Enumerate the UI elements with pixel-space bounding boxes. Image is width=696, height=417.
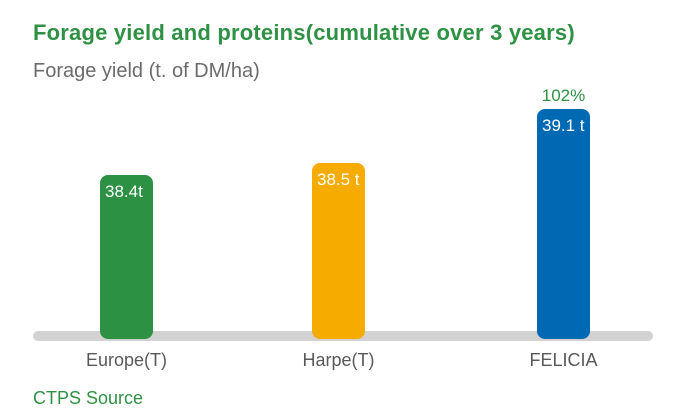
- bar-value-label-europe: 38.4t: [105, 182, 143, 201]
- bar-annotation-percent: 102%: [541, 86, 586, 105]
- chart-subtitle: Forage yield (t. of DM/ha): [33, 60, 260, 82]
- chart-title: Forage yield and proteins(cumulative ove…: [33, 20, 575, 45]
- bar-value-label-felicia: 39.1 t: [542, 116, 585, 135]
- bar-felicia: 39.1 t: [537, 109, 590, 339]
- bar-harpe: 38.5 t: [312, 163, 365, 339]
- bar-value-label-harpe: 38.5 t: [317, 170, 360, 189]
- category-label-europe: Europe(T): [85, 350, 168, 370]
- source-label: CTPS Source: [33, 388, 144, 408]
- bar-europe: 38.4t: [100, 175, 153, 339]
- category-label-harpe: Harpe(T): [302, 350, 375, 370]
- category-label-felicia: FELICIA: [529, 350, 598, 370]
